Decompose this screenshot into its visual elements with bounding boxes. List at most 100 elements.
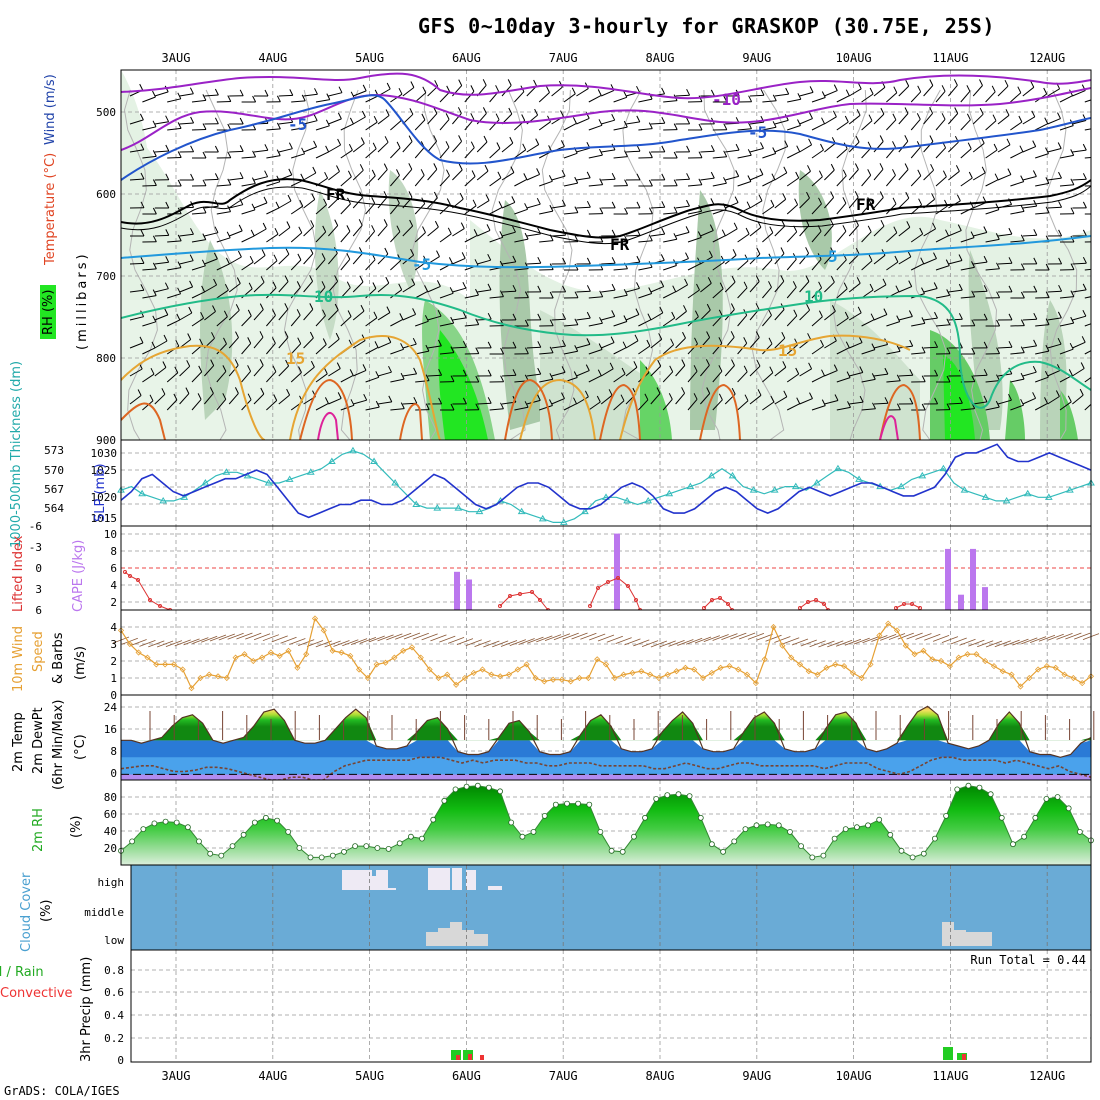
wind-barb-flag [562,339,566,347]
wind-barb-flag [523,173,528,180]
wind-barb [886,321,900,327]
wind-barb-flag [438,397,443,405]
wind-barb [873,86,886,97]
wind10-marker [638,668,645,675]
wind-barb-flag [668,393,673,400]
wind-barb-flag [409,108,414,115]
wind-barb [427,345,442,349]
wind-barb-flag [487,369,492,377]
wind-barb [786,177,799,187]
wind-barb [848,196,859,209]
wind-barb [824,370,838,377]
lifted-index-line [589,577,641,611]
wind-barb [576,147,591,153]
wind10-barb [862,636,879,644]
lifted-index-label: Lifted Index [11,535,26,612]
wind-barb-flag [981,166,986,174]
wind-barb [154,261,169,265]
wind10m-panel [112,609,1100,696]
wind-barb-flag [573,397,577,404]
wind-barb-flag [512,284,517,292]
date-label-bottom: 8AUG [646,1069,675,1083]
wind-barb-flag [611,229,616,237]
wind10-barb [809,640,826,648]
wind-barb-flag [324,171,329,179]
wind-barb [923,169,934,181]
wind-barb [613,294,628,299]
wind-barb-flag [730,331,735,338]
wind-barb [464,91,475,103]
wind-barb [724,281,736,293]
wind10-barb [218,633,235,641]
wind-barb-flag [1082,143,1087,151]
wind-barb [613,400,625,411]
wind-barb [910,118,921,131]
wind-barb [340,149,353,159]
wind-barb-flag [772,147,777,154]
wind10-barb [580,632,597,640]
wind-barb-flag [475,318,480,325]
wind10-barb [430,634,447,642]
wind-barb-flag [759,168,764,175]
wind-barb [985,149,998,159]
thickness-marker [855,475,863,482]
wind-barb-flag [644,393,649,401]
wind10-barb [641,640,659,648]
wind-barb [216,343,227,355]
wind-barb [1010,240,1025,243]
wind-barb-flag [758,194,763,202]
wind10-barb [659,640,676,648]
wind-barb-flag [140,284,145,291]
wind-barb [526,399,541,405]
wind-barb [910,233,923,243]
thickness-marker [370,457,378,464]
wind-barb [439,352,454,355]
wind-barb [774,309,785,321]
wind10-marker [470,669,477,676]
wind10-barb [377,634,394,642]
wind-barb-flag [623,289,628,296]
wind10-barb [959,638,976,646]
y-tick-label: 16 [104,723,117,736]
wind-barb-flag [820,143,824,151]
contour-label: 10 [804,287,823,306]
wind-barb-flag [1020,291,1025,299]
rh2m-marker [575,800,581,807]
wind-barb-flag [1020,319,1025,326]
wind10-marker [576,674,583,682]
wind-barb [452,141,462,153]
rh2m-marker [318,854,325,861]
wind-barb [278,281,289,293]
lifted-index-marker [606,580,610,584]
wind-barb-flag [686,199,690,207]
wind-barb-flag [956,194,961,202]
y-tick-label: 1025 [91,464,118,477]
wind-barb-flag [165,144,170,152]
wind-barb-flag [140,229,145,237]
wind-barb [154,234,169,237]
high-cloud-block [428,868,450,890]
wind10-barb [536,635,553,643]
wind-barb [824,400,839,405]
wind-barb-flag [164,308,169,316]
wind-barb-flag [177,122,182,129]
wind-barb-flag [686,145,691,153]
rh2m-marker [742,826,749,832]
wind-barb-flag [549,204,554,212]
wind-barb-flag [433,135,438,142]
wind-barb [811,176,823,187]
wind-barb [625,366,638,377]
wind-barb [253,365,264,377]
contour-label: -5 [748,123,767,142]
wind10-barb [624,638,641,646]
wind-barb-flag [673,123,678,130]
wind-barb [352,224,363,237]
y-tick-label: 4 [110,621,117,634]
wind-barb [935,205,948,215]
wind10-barb [1047,633,1064,641]
wind10-barb [791,638,809,646]
wind-barb [142,126,157,131]
wind-barb-flag [336,362,341,369]
wind-barb [1035,376,1049,383]
